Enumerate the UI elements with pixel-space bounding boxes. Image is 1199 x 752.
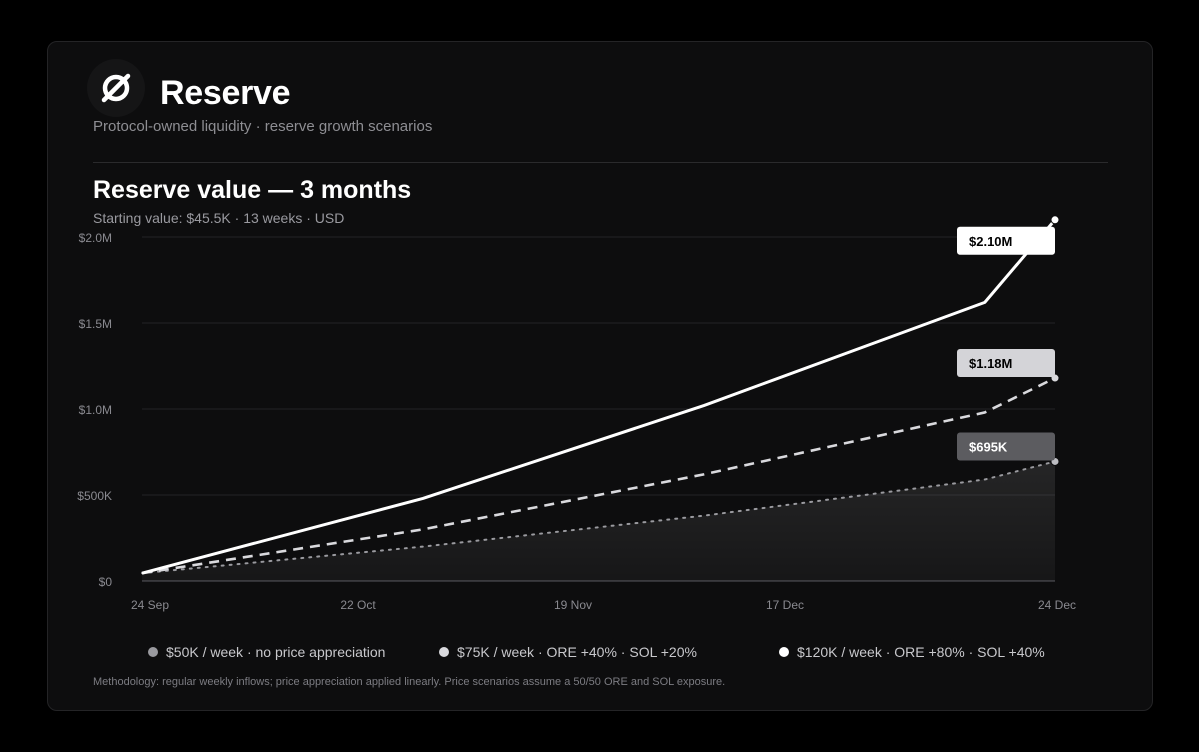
- chart-title: Reserve value — 3 months: [93, 176, 412, 204]
- x-tick-label: 22 Oct: [340, 598, 376, 612]
- legend-label: $75K / week · ORE +40% · SOL +20%: [457, 644, 697, 660]
- y-tick-label: $500K: [77, 489, 112, 503]
- end-value-label: $1.18M: [969, 356, 1012, 371]
- series-line-dotted: [141, 460, 1056, 575]
- end-value-label: $2.10M: [969, 234, 1012, 249]
- series-line-dashed: [141, 376, 1056, 575]
- legend-label: $120K / week · ORE +80% · SOL +40%: [797, 644, 1045, 660]
- series-end-point: [1050, 215, 1060, 225]
- y-tick-label: $0: [99, 575, 113, 589]
- y-tick-label: $2.0M: [79, 231, 112, 245]
- reserve-logo-icon: [87, 59, 145, 117]
- header-divider: [93, 162, 1108, 163]
- x-tick-label: 19 Nov: [554, 598, 592, 612]
- end-value-badge: [957, 432, 1055, 461]
- legend-item-75k: $75K / week · ORE +40% · SOL +20%: [439, 642, 697, 662]
- brand-name: Reserve: [160, 74, 291, 112]
- legend-dot: [779, 647, 789, 657]
- series-line-solid: [141, 218, 1057, 575]
- legend-dot: [148, 647, 158, 657]
- end-value-label: $695K: [969, 439, 1008, 454]
- legend-label: $50K / week · no price appreciation: [166, 644, 386, 660]
- y-tick-label: $1.5M: [79, 317, 112, 331]
- legend-item-120k: $120K / week · ORE +80% · SOL +40%: [779, 642, 1045, 662]
- x-tick-label: 17 Dec: [766, 598, 804, 612]
- brand-tagline: Protocol-owned liquidity · reserve growt…: [93, 118, 433, 135]
- end-value-badge: [957, 349, 1055, 378]
- series-area-dotted: [142, 461, 1055, 581]
- legend-item-50k: $50K / week · no price appreciation: [148, 642, 385, 662]
- x-tick-label: 24 Dec: [1038, 598, 1076, 612]
- chart-subtitle: Starting value: $45.5K · 13 weeks · USD: [93, 210, 345, 226]
- methodology-footnote: Methodology: regular weekly inflows; pri…: [93, 676, 726, 688]
- x-tick-label: 24 Sep: [131, 598, 169, 612]
- end-value-badge: [957, 226, 1055, 255]
- y-tick-label: $1.0M: [79, 403, 112, 417]
- legend-dot: [439, 647, 449, 657]
